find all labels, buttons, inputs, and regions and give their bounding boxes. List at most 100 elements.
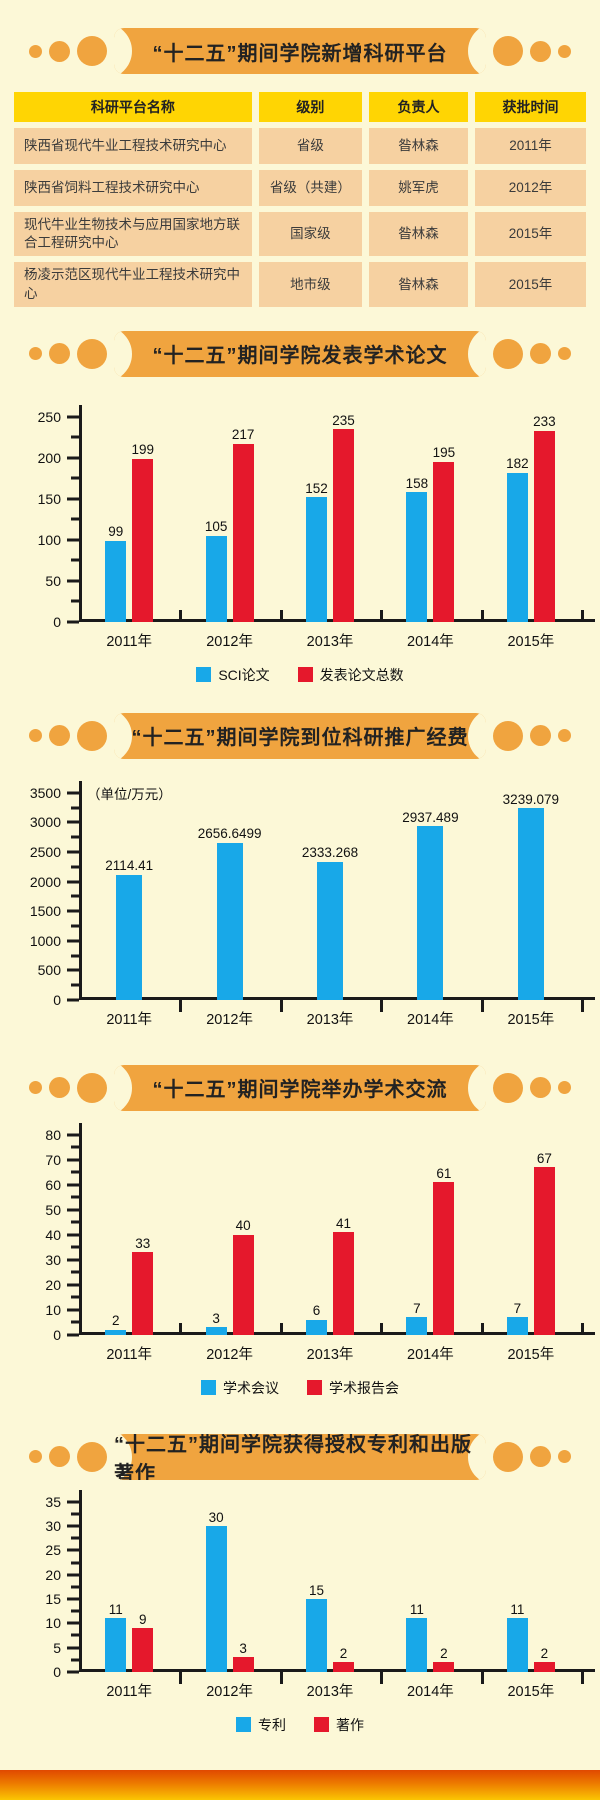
y-axis-tick — [67, 1670, 79, 1674]
papers-chart: 0 50 100 150 200 250 99 199 105 217 152 235 158 195 18… — [15, 404, 595, 685]
x-tick-label: 2014年 — [407, 1683, 454, 1700]
y-axis-tick — [71, 954, 79, 958]
y-axis-tick — [71, 835, 79, 839]
bar-value-label: 3 — [239, 1640, 247, 1656]
table-cell-level: 省级（共建） — [258, 170, 362, 206]
bar-groups: 2114.41 2656.6499 2333.268 2937.489 3239.079 — [79, 793, 581, 1000]
bar: 41 — [333, 1217, 355, 1335]
y-tick-label: 20 — [45, 1276, 61, 1293]
bar: 3 — [232, 1642, 254, 1672]
bar-group: 152 235 — [280, 414, 380, 622]
x-axis-tick — [581, 1322, 584, 1332]
x-axis-labels: 2011年 2012年 2013年 2014年 2015年 — [79, 1343, 581, 1364]
bar-value-label: 11 — [409, 1601, 424, 1617]
bar: 2656.6499 — [198, 827, 262, 1000]
y-tick-label: 20 — [45, 1566, 61, 1583]
y-tick-label: 200 — [37, 449, 61, 466]
legend-item: 发表论文总数 — [297, 665, 404, 685]
y-axis-tick — [67, 820, 79, 824]
table-cell-level: 地市级 — [258, 262, 362, 307]
bar: 3 — [205, 1312, 227, 1335]
bar-group: 105 217 — [179, 417, 279, 622]
bar-value-label: 67 — [536, 1150, 552, 1166]
y-axis-tick — [71, 1512, 79, 1516]
bar: 15 — [306, 1584, 328, 1672]
legend-swatch — [236, 1717, 251, 1733]
y-axis-tick — [67, 1573, 79, 1577]
y-axis-line — [79, 404, 82, 622]
table-cell-leader: 昝林森 — [368, 212, 468, 257]
section-title-patents: “十二五”期间学院获得授权专利和出版著作 — [114, 1433, 486, 1480]
legend-item: 专利 — [236, 1715, 286, 1735]
chart-legend: 学术会议 学术报告会 — [15, 1378, 585, 1398]
decorative-dot — [77, 36, 107, 66]
x-axis-tick — [581, 1671, 584, 1684]
table-cell-level: 省级 — [258, 128, 362, 164]
bar-value-label: 61 — [436, 1165, 452, 1181]
bar: 2 — [433, 1647, 455, 1672]
bar-value-label: 11 — [108, 1601, 123, 1617]
decorative-dot — [49, 1077, 70, 1099]
y-tick-label: 0 — [53, 613, 61, 630]
table-header-platform-name: 科研平台名称 — [14, 92, 252, 122]
banner-platforms: “十二五”期间学院新增科研平台 — [0, 28, 600, 74]
bar-value-label: 41 — [336, 1215, 352, 1231]
y-tick-label: 500 — [37, 962, 61, 979]
y-tick-label: 50 — [45, 1201, 61, 1218]
y-tick-label: 3500 — [29, 784, 61, 801]
table-cell-approval-year: 2015年 — [475, 212, 586, 257]
y-axis-tick — [67, 415, 79, 419]
section-title-text: “十二五”期间学院到位科研推广经费 — [131, 727, 469, 750]
y-tick-label: 60 — [45, 1176, 61, 1193]
y-tick-label: 30 — [45, 1518, 61, 1535]
bar-group: 2 33 — [79, 1135, 179, 1335]
decorative-dot — [493, 1441, 523, 1472]
bar-group: 3239.079 — [481, 793, 581, 1000]
y-tick-label: 3000 — [29, 814, 61, 831]
y-axis-tick — [71, 517, 79, 521]
decorative-dot — [29, 1081, 42, 1095]
legend-swatch — [196, 667, 212, 683]
decorative-dot — [29, 347, 42, 361]
bar-group: 2937.489 — [380, 793, 480, 1000]
bar: 195 — [433, 446, 455, 622]
y-axis-tick — [71, 1658, 79, 1662]
x-axis-tick — [480, 1322, 484, 1332]
legend-label: 专利 — [258, 1716, 286, 1733]
bar-value-label: 199 — [131, 442, 154, 458]
bar-group: 2656.6499 — [179, 793, 279, 1000]
bar: 67 — [533, 1152, 555, 1335]
footer-gradient-band — [0, 1770, 600, 1800]
y-axis-tick — [71, 1609, 79, 1613]
x-axis-tick — [179, 999, 183, 1012]
x-axis-tick — [179, 1322, 183, 1332]
bar-value-label: 30 — [208, 1509, 224, 1525]
bar: 158 — [406, 477, 428, 622]
y-axis-tick — [67, 939, 79, 943]
bar-value-label: 2 — [540, 1645, 549, 1661]
y-axis-tick — [67, 909, 79, 913]
y-axis-tick — [71, 1195, 79, 1199]
y-axis-tick — [67, 1233, 79, 1237]
y-tick-label: 30 — [45, 1251, 61, 1268]
funding-chart: 0 500 1000 1500 2000 2500 3000 3500 （单位/万元） 2114.… — [15, 780, 595, 1029]
bar-group: 7 67 — [481, 1135, 581, 1335]
bar: 30 — [205, 1511, 227, 1672]
bar-group: 11 9 — [79, 1502, 179, 1672]
section-title-exchange: “十二五”期间学院举办学术交流 — [114, 1064, 486, 1111]
bar-value-label: 2 — [440, 1645, 448, 1661]
bar-value-label: 2114.41 — [105, 858, 154, 874]
y-tick-label: 250 — [37, 408, 61, 425]
x-axis-tick — [279, 609, 283, 619]
x-axis-labels: 2011年 2012年 2013年 2014年 2015年 — [79, 1680, 581, 1701]
bar-group: 11 2 — [380, 1502, 480, 1672]
unit-label: （单位/万元） — [87, 786, 172, 802]
bar: 2 — [533, 1647, 555, 1672]
x-tick-label: 2015年 — [507, 1683, 555, 1700]
y-axis-line — [79, 1489, 82, 1672]
x-axis-tick — [279, 999, 283, 1012]
table-cell-leader: 昝林森 — [368, 262, 468, 307]
bar: 235 — [332, 414, 355, 622]
legend-label: 著作 — [336, 1716, 364, 1733]
section-title-funding: “十二五”期间学院到位科研推广经费 — [114, 712, 486, 759]
